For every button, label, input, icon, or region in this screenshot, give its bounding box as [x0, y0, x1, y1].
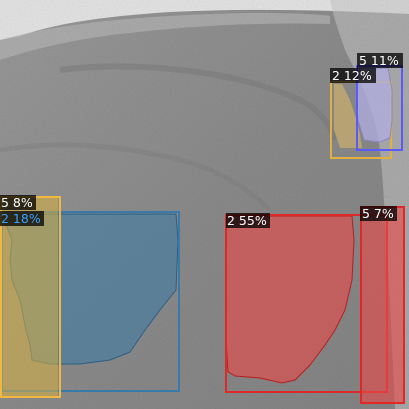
label-det-5: 2 55%	[226, 213, 270, 228]
label-text-5-7: 5 7%	[362, 206, 394, 221]
detection-5-8[interactable]	[1, 197, 60, 397]
segmentation-mask	[2, 198, 58, 396]
label-det-1: 5 11%	[357, 53, 403, 68]
label-det-3: 5 8%	[0, 195, 36, 210]
label-det-2: 2 12%	[330, 68, 376, 83]
label-text-2-12: 2 12%	[332, 68, 372, 83]
label-det-4: 2 18%	[0, 211, 44, 226]
label-text-5-8: 5 8%	[1, 195, 33, 210]
label-text-2-18: 2 18%	[1, 211, 41, 226]
label-text-5-11: 5 11%	[359, 53, 399, 68]
segmentation-mask	[362, 208, 403, 402]
detection-5-7[interactable]	[361, 207, 404, 403]
label-text-2-55: 2 55%	[227, 213, 267, 228]
label-det-6: 5 7%	[360, 206, 397, 221]
